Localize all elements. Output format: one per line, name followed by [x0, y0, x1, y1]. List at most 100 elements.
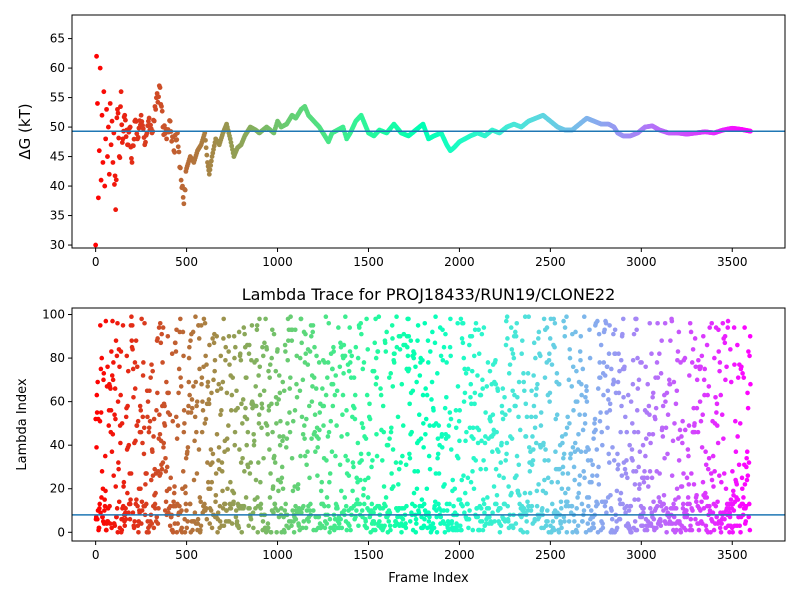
lambda-point [440, 327, 445, 333]
lambda-point [290, 508, 295, 513]
lambda-point [364, 525, 370, 531]
lambda-point [363, 436, 369, 441]
lambda-point [352, 405, 357, 411]
lambda-point [251, 442, 257, 448]
lambda-point [746, 460, 752, 465]
lambda-point [701, 506, 707, 511]
lambda-point [433, 314, 438, 320]
lambda-point [498, 523, 504, 529]
lambda-point [245, 464, 251, 470]
lambda-point [283, 445, 289, 450]
delta-g-point [108, 142, 114, 148]
lambda-point [615, 451, 620, 457]
lambda-point [203, 353, 208, 359]
lambda-point [646, 431, 652, 437]
lambda-point [123, 510, 128, 515]
lambda-point [611, 458, 617, 463]
lambda-point [294, 394, 300, 400]
delta-g-point [110, 160, 116, 165]
lambda-point [231, 334, 237, 339]
lambda-point [534, 503, 540, 509]
lambda-point [380, 403, 386, 409]
lambda-point [438, 353, 444, 359]
lambda-point [296, 523, 302, 529]
lambda-point [602, 327, 607, 333]
lambda-point [259, 401, 265, 407]
lambda-point [545, 475, 551, 481]
lambda-point [692, 429, 698, 435]
lambda-point [322, 360, 327, 365]
lambda-point [94, 445, 99, 450]
lambda-point [733, 418, 738, 424]
lambda-point [407, 455, 413, 461]
lambda-point [347, 349, 353, 354]
lambda-point [480, 527, 486, 533]
lambda-point [412, 351, 417, 357]
lambda-point [577, 412, 582, 418]
lambda-point [349, 353, 355, 359]
lambda-point [216, 458, 221, 463]
lambda-point [242, 469, 247, 474]
lambda-point [497, 529, 503, 535]
lambda-point [573, 329, 578, 335]
lambda-point [107, 521, 113, 526]
lambda-point [745, 405, 751, 411]
lambda-point [737, 421, 743, 426]
lambda-point [637, 482, 642, 487]
lambda-point [394, 314, 399, 320]
delta-g-point [178, 165, 183, 171]
lambda-point [415, 323, 421, 328]
lambda-point [531, 447, 536, 452]
lambda-point [316, 436, 321, 441]
lambda-point [515, 394, 520, 400]
lambda-point [247, 506, 252, 511]
lambda-point [406, 316, 411, 322]
lambda-point [378, 386, 383, 391]
lambda-point [282, 529, 287, 535]
lambda-point [713, 503, 719, 509]
lambda-point [347, 523, 352, 529]
delta-g-point [140, 126, 146, 132]
lambda-point [297, 355, 303, 361]
lambda-point [287, 410, 292, 415]
lambda-point [531, 373, 536, 378]
lambda-point [110, 318, 115, 324]
lambda-point [98, 510, 103, 515]
lambda-point [717, 360, 723, 365]
x-tick-label: 3500 [717, 255, 748, 269]
lambda-point [574, 399, 580, 404]
lambda-point [590, 473, 595, 478]
lambda-point [167, 523, 173, 529]
lambda-point [400, 423, 406, 428]
lambda-point [429, 397, 434, 402]
lambda-point [479, 519, 485, 524]
lambda-point [174, 529, 180, 535]
lambda-point [205, 479, 211, 485]
lambda-point [632, 519, 638, 524]
lambda-point [551, 316, 557, 322]
lambda-point [276, 373, 282, 378]
lambda-point [139, 316, 144, 322]
lambda-point [468, 381, 474, 387]
lambda-point [113, 484, 119, 489]
lambda-point [218, 386, 224, 391]
delta-g-point [178, 177, 184, 183]
lambda-point [331, 527, 337, 533]
lambda-point [586, 503, 591, 509]
lambda-point [624, 503, 630, 509]
lambda-point [238, 460, 244, 465]
delta-g-point [104, 106, 109, 112]
lambda-point [245, 429, 251, 435]
lambda-point [562, 334, 568, 339]
lambda-point [625, 475, 630, 481]
lambda-point [690, 508, 695, 513]
lambda-point [590, 521, 596, 526]
lambda-point [140, 440, 145, 446]
lambda-point [216, 381, 222, 387]
lambda-point [240, 455, 245, 461]
lambda-point [664, 390, 670, 396]
lambda-point [506, 519, 511, 524]
lambda-point [705, 466, 711, 472]
lambda-point [334, 388, 340, 394]
lambda-point [604, 364, 610, 370]
